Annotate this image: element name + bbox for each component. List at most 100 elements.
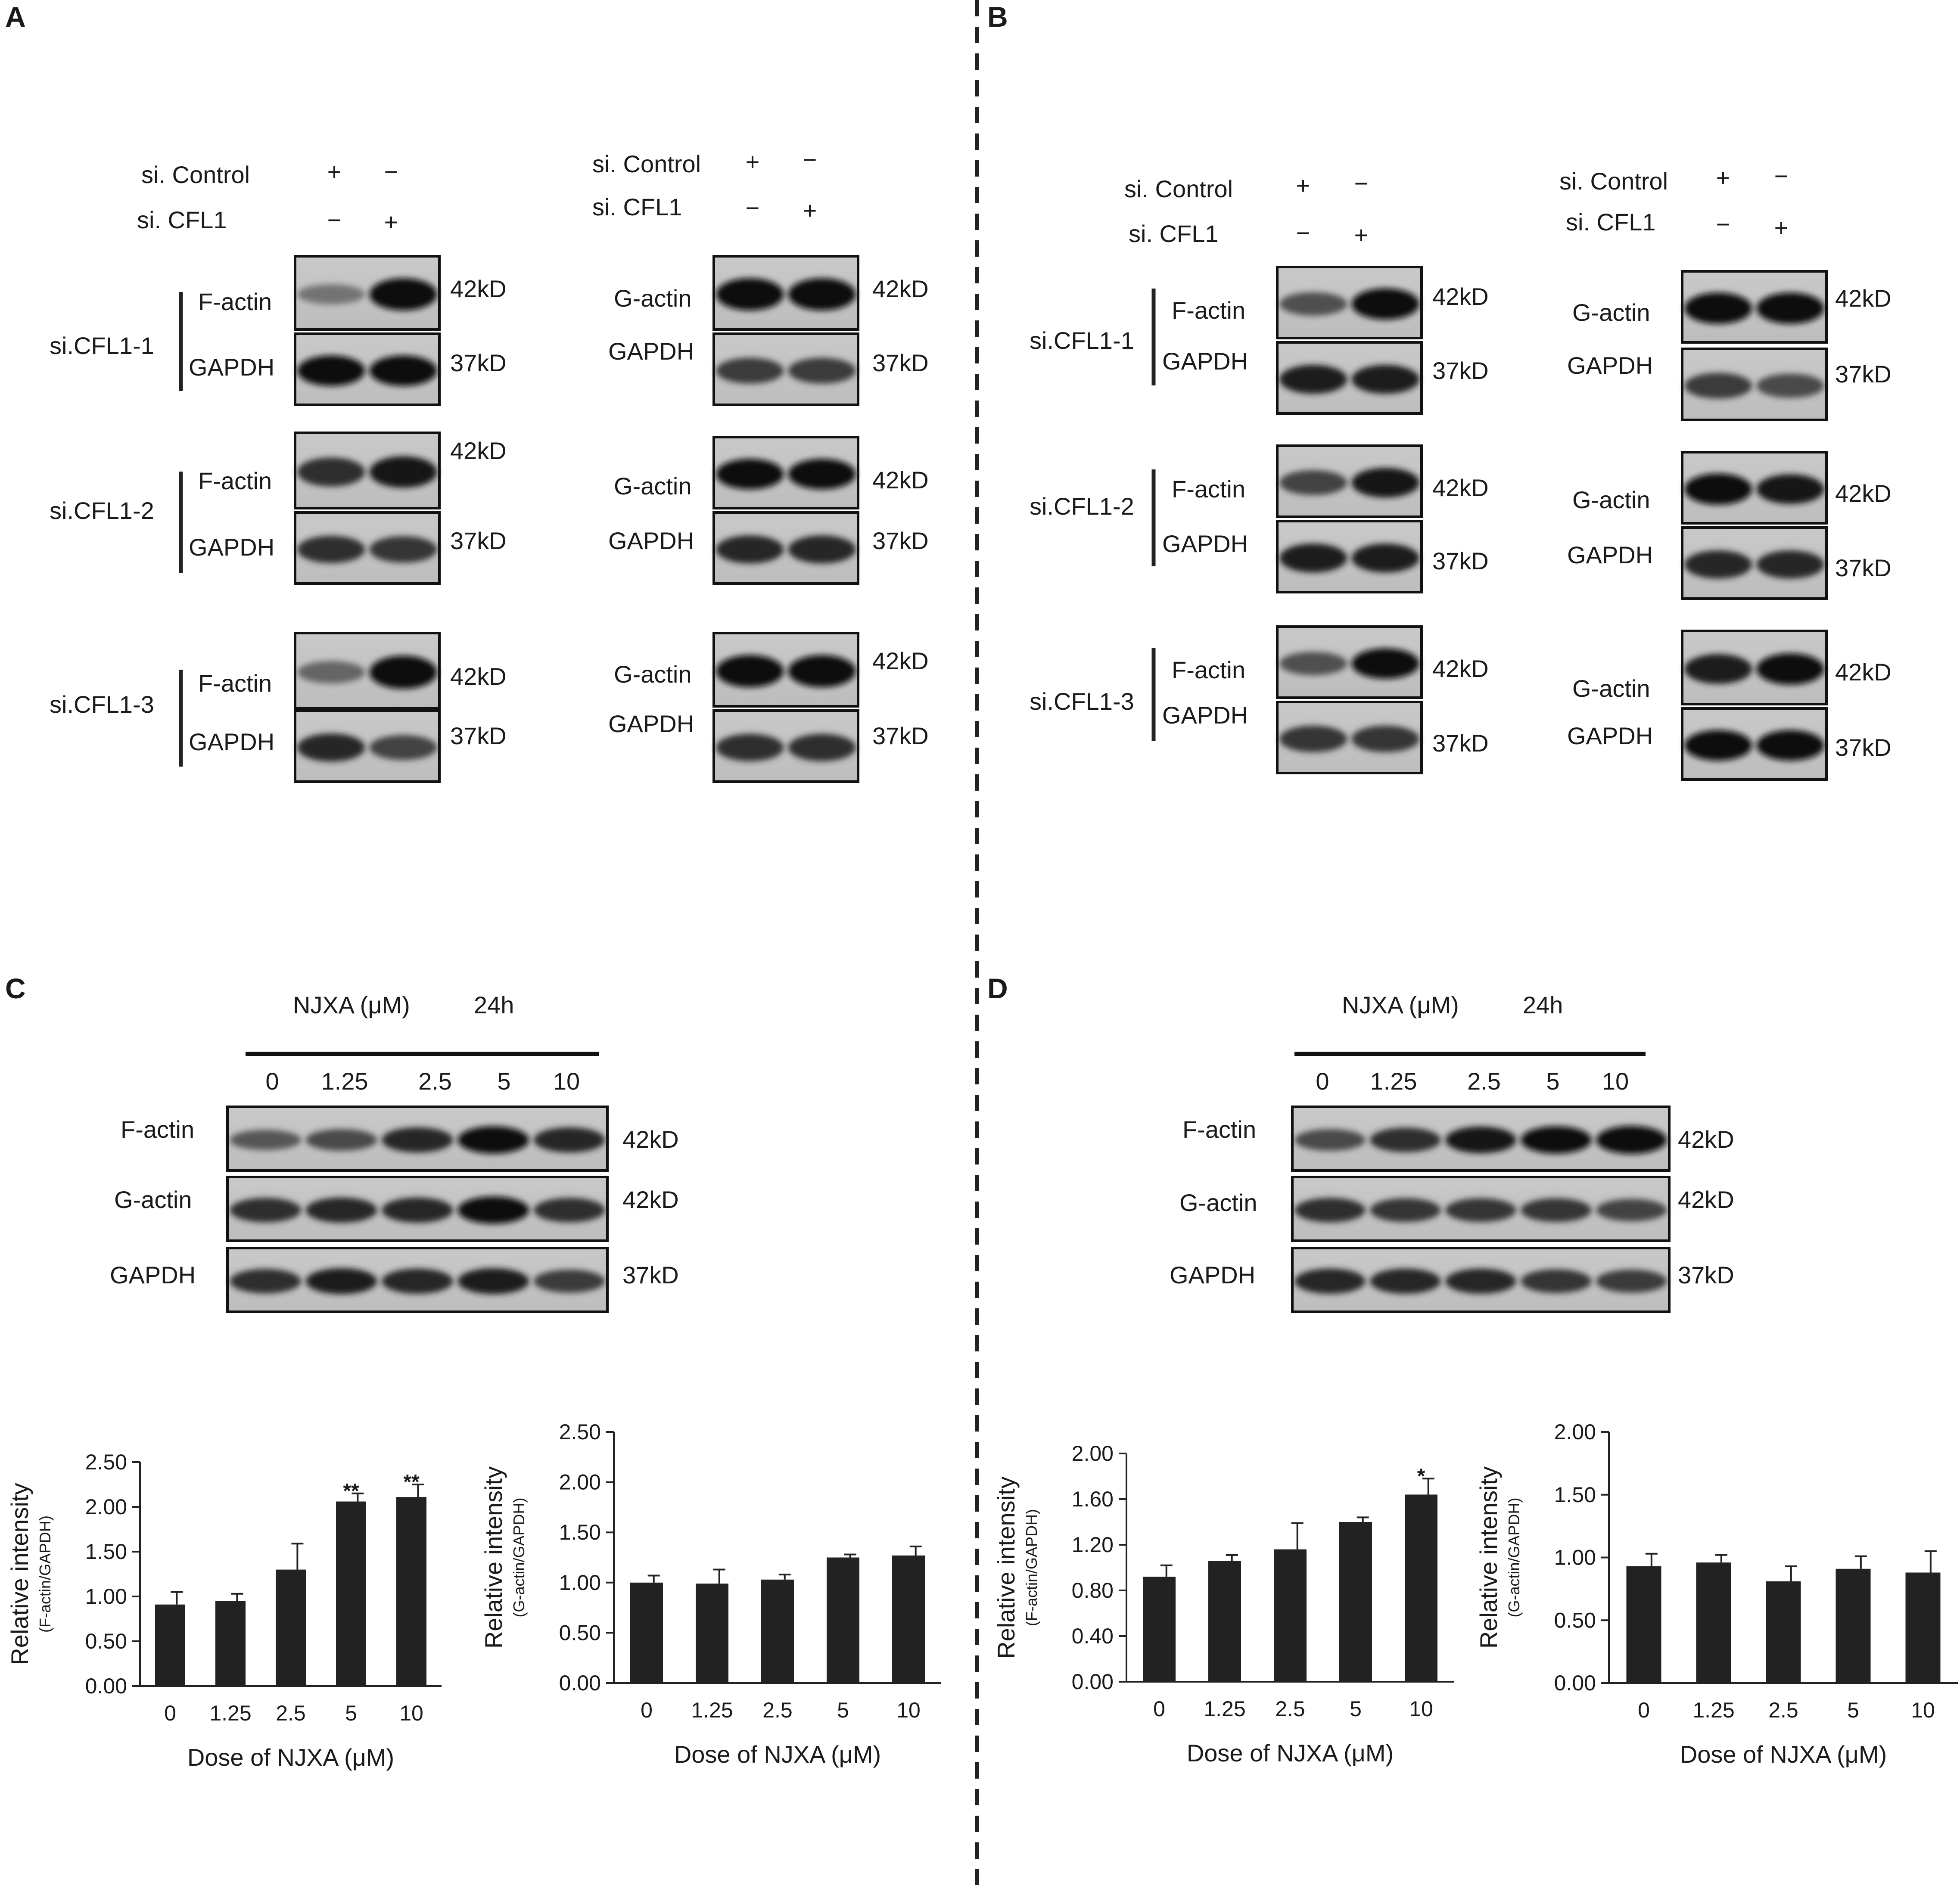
blot-strip (712, 255, 859, 331)
blot-band (788, 535, 856, 564)
si-cfl1-label: si. CFL1 (592, 193, 682, 220)
blot-band (533, 1127, 605, 1153)
blot-strip (712, 632, 859, 708)
mw-37kd: 37kD (1678, 1261, 1734, 1289)
blot-strip (1276, 701, 1423, 774)
si-control-label: si. Control (1559, 168, 1668, 195)
blot-band (457, 1126, 529, 1154)
mw-37kd: 37kD (450, 349, 507, 376)
mw-37kd: 37kD (872, 349, 929, 376)
mw-42kd: 42kD (872, 466, 929, 494)
y-tick-label: 0.00 (559, 1671, 601, 1695)
lane1-control-sign: + (327, 158, 342, 185)
blot-band (297, 733, 365, 762)
mw-37kd: 37kD (1835, 554, 1892, 581)
f-actin-label: F-actin (198, 467, 272, 494)
blot-band (1279, 470, 1347, 495)
panel-a-blots (294, 255, 859, 783)
panel-letter-a: A (5, 1, 26, 33)
blot-band (1370, 1127, 1441, 1152)
blot-strip (1681, 630, 1828, 705)
njxa-label: NJXA (μM) (293, 991, 410, 1019)
x-tick-label: 0 (641, 1698, 653, 1722)
y-tick-label: 2.00 (559, 1470, 601, 1494)
bar (696, 1584, 728, 1683)
g-actin-label: G-actin (114, 1186, 192, 1213)
blot-band (1596, 1126, 1667, 1154)
blot-band (305, 1268, 377, 1295)
mw-37kd: 37kD (450, 527, 507, 554)
blot-band (1279, 543, 1347, 573)
g-actin-label: G-actin (614, 285, 692, 312)
blot-strip (1681, 451, 1828, 525)
time-label: 24h (474, 991, 514, 1019)
blot-band (1684, 730, 1752, 761)
blot-band (1294, 1198, 1366, 1223)
blot-strip (1276, 625, 1423, 699)
bar (1405, 1494, 1437, 1682)
blot-band (297, 284, 365, 304)
bar (761, 1579, 794, 1683)
bar (1208, 1561, 1241, 1682)
mw-37kd: 37kD (1835, 360, 1892, 388)
blot-band (1351, 725, 1419, 752)
blot-strip (294, 332, 441, 406)
lane1-control-sign: + (1296, 172, 1310, 199)
blot-band (297, 661, 365, 683)
panel-letter-c: C (5, 972, 26, 1004)
mw-42kd: 42kD (450, 275, 507, 302)
g-actin-label: G-actin (614, 661, 692, 688)
y-tick-label: 1.00 (1554, 1546, 1596, 1570)
g-actin-label: G-actin (614, 472, 692, 500)
y-tick-label: 0.00 (1072, 1670, 1114, 1694)
blot-band (369, 278, 437, 311)
blot-band (1756, 373, 1824, 398)
gapdh-label: GAPDH (1567, 541, 1653, 568)
blot-band (297, 536, 365, 563)
y-tick-label: 2.00 (85, 1495, 127, 1519)
blot-band (1294, 1268, 1366, 1294)
panel-d-dose-blot: NJXA (μM) 24h 0 1.25 2.5 5 10 F-actin G-… (1170, 991, 1734, 1313)
si-cfl1-label: si. CFL1 (1566, 208, 1656, 236)
blot-strip (1681, 526, 1828, 600)
panel-letter-b: B (987, 1, 1008, 33)
y-tick-label: 0.50 (559, 1621, 601, 1645)
blot-strip (294, 255, 441, 331)
time-label: 24h (1523, 991, 1563, 1019)
bar-chart-d-f-actin: 0.00 0.40 0.80 1.20 1.60 2.00 0 1.25 2.5 5 10 * Dose… (992, 1441, 1454, 1767)
mw-42kd: 42kD (450, 437, 507, 464)
blot-strip (226, 1176, 609, 1242)
blot-strip (1291, 1176, 1671, 1242)
gapdh-label: GAPDH (608, 710, 694, 737)
blot-strip (226, 1247, 609, 1313)
blot-band (457, 1268, 529, 1295)
lane2-cfl1-sign: + (1774, 214, 1789, 241)
blot-band (369, 655, 437, 689)
mw-37kd: 37kD (872, 722, 929, 749)
dose-tick: 1.25 (1370, 1068, 1417, 1095)
x-tick-label: 1.25 (691, 1698, 733, 1722)
blot-band (1370, 1198, 1441, 1222)
blot-band (533, 1270, 605, 1293)
lane1-control-sign: + (1716, 164, 1730, 191)
dose-tick: 5 (497, 1068, 510, 1095)
mw-37kd: 37kD (1432, 357, 1489, 384)
mw-42kd: 42kD (1678, 1126, 1734, 1153)
mw-37kd: 37kD (450, 722, 507, 749)
panel-letter-d: D (987, 972, 1008, 1004)
significance-mark: * (1417, 1465, 1425, 1488)
x-tick-label: 0 (164, 1701, 176, 1725)
blot-strip (1276, 520, 1423, 593)
blot-strip (712, 332, 859, 406)
x-tick-label: 1.25 (209, 1701, 251, 1725)
f-actin-label: F-actin (1172, 475, 1245, 503)
y-tick-label: 2.00 (1554, 1420, 1596, 1444)
blot-strip (1681, 348, 1828, 421)
blot-band (1445, 1268, 1516, 1294)
blot-band (1445, 1198, 1516, 1222)
blot-strip (294, 432, 441, 509)
blot-band (1351, 648, 1419, 679)
blot-band (716, 535, 784, 564)
blot-band (1756, 292, 1824, 324)
blot-band (305, 1129, 377, 1151)
